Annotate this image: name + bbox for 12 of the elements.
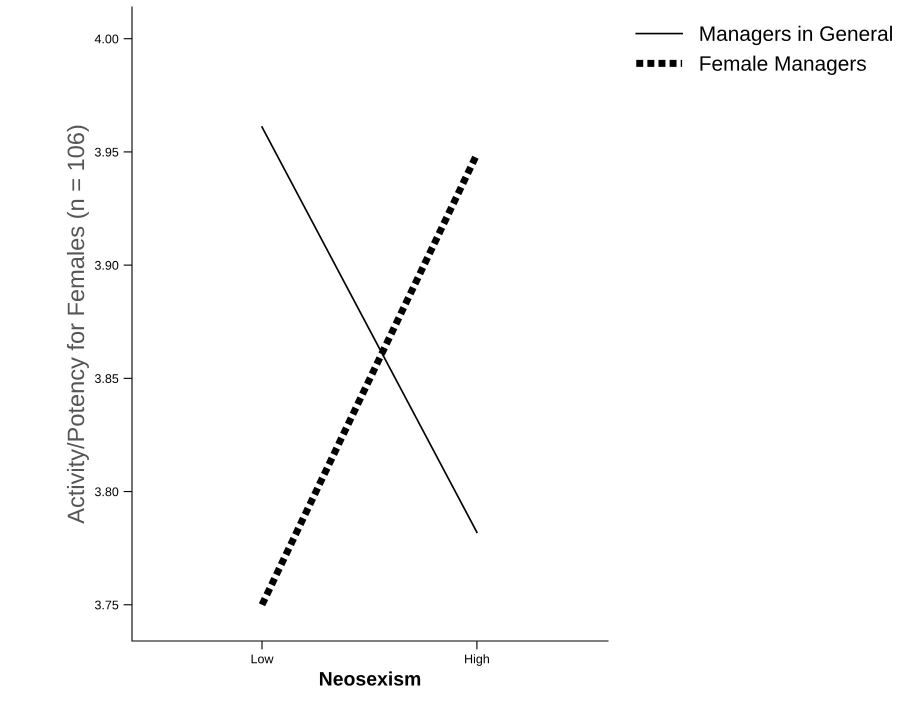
y-tick-label: 3.75 [94,600,118,610]
y-axis-title: Activity/Potency for Females (n = 106) [66,126,89,524]
legend-label: Female Managers [700,56,866,76]
y-tick-label: 3.95 [94,148,118,157]
x-tick-label: High [465,654,489,666]
y-tick-label: 3.85 [94,374,118,383]
y-tick-label: 4.00 [94,34,118,44]
legend-label: Managers in General [700,26,892,46]
y-tick-label: 3.90 [94,260,118,270]
y-tick-label: 3.80 [94,487,118,496]
x-axis-title: Neosexism [320,671,420,686]
x-tick-label: Low [252,654,274,664]
